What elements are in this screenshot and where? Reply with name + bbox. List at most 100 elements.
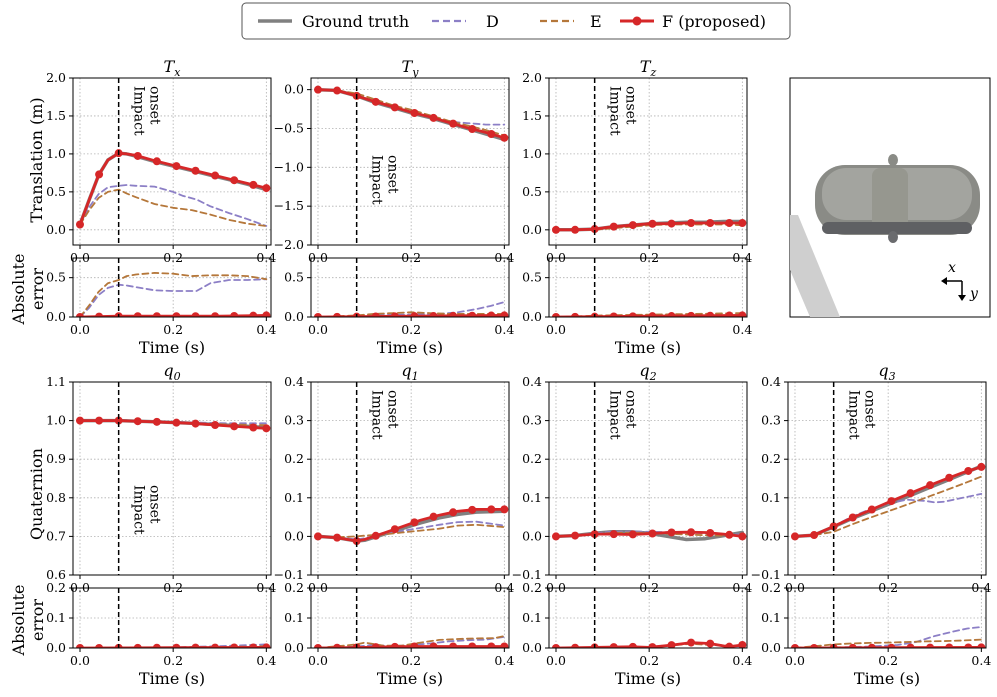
f-marker	[487, 642, 496, 648]
f-marker	[390, 642, 399, 648]
f-marker	[172, 312, 181, 317]
x-tick-label: 0.4	[732, 322, 752, 337]
x-axis-label: Time (s)	[854, 669, 920, 688]
legend: Ground truth D E F (proposed)	[241, 2, 791, 40]
impact-label-line1: Impact	[369, 390, 385, 440]
gridlines	[73, 587, 271, 649]
f-marker	[648, 643, 657, 648]
x-tick-label: 0.2	[163, 322, 183, 337]
x-tick-label: 0.4	[494, 653, 514, 668]
car-render-inset: x y	[789, 77, 991, 318]
impact-label-line1: Impact	[607, 390, 623, 440]
y-tick-label: 0.0	[522, 222, 542, 237]
f-marker	[706, 311, 715, 317]
y-tick-label: 0.0	[46, 222, 66, 237]
axes-frame	[310, 381, 510, 576]
panel-title-subscript: 2	[649, 370, 657, 383]
gridlines	[73, 258, 271, 318]
panel-title: Ty	[402, 57, 420, 79]
y-tick-label: 0.5	[522, 184, 542, 199]
x-axis-label: Time (s)	[377, 338, 443, 357]
series-line-e	[317, 311, 506, 317]
y-tick-label: 1.0	[46, 146, 66, 161]
panel-title: q0	[163, 361, 180, 383]
series-line-f-proposed	[316, 507, 506, 543]
x-tick-label: 0.2	[639, 322, 659, 337]
f-marker	[964, 643, 973, 648]
f-marker	[609, 222, 618, 231]
legend-label-e: E	[590, 12, 602, 31]
panel-q1_err: 0.0 0.1 0.2 0.0 0.2 0.4 Time (s)	[284, 580, 514, 688]
series-line-d	[79, 278, 268, 317]
y-tick-label: 0.1	[761, 490, 781, 505]
x-tick-label: 0.4	[256, 653, 276, 668]
gridlines	[73, 381, 271, 576]
inset-axis-y-label: y	[969, 286, 979, 302]
f-marker	[867, 505, 876, 514]
f-marker	[249, 311, 258, 317]
y-tick-label: 0.0	[46, 309, 66, 324]
f-marker	[609, 643, 618, 648]
series-line-d	[79, 184, 268, 227]
f-marker	[429, 113, 438, 122]
f-marker	[706, 639, 715, 648]
f-marker	[609, 312, 618, 317]
f-marker	[410, 642, 419, 648]
f-marker	[95, 416, 104, 425]
legend-label-ground-truth: Ground truth	[302, 12, 409, 31]
y-tick-label: 1.5	[522, 108, 542, 123]
y-tick-label: 2.0	[46, 70, 66, 85]
f-marker	[313, 532, 322, 541]
impact-label-line2: onset	[385, 390, 401, 429]
f-marker	[262, 184, 271, 193]
f-marker	[333, 643, 342, 648]
y-tick-label: 0.4	[284, 374, 304, 389]
panel-q3_err: 0.0 0.1 0.2 0.0 0.2 0.4 Time (s)	[761, 580, 991, 688]
f-marker	[977, 462, 986, 471]
f-marker	[667, 641, 676, 648]
x-tick-label: 0.4	[256, 322, 276, 337]
x-tick-label: 0.0	[546, 322, 566, 337]
car-body	[815, 154, 980, 243]
series-line-e	[79, 271, 268, 317]
f-marker	[551, 313, 560, 317]
f-marker	[848, 643, 857, 648]
f-marker	[500, 133, 509, 142]
f-marker	[687, 218, 696, 227]
panel-title: Tx	[164, 57, 182, 79]
f-marker	[667, 528, 676, 537]
f-marker	[500, 642, 509, 648]
x-tick-label: 0.0	[70, 653, 90, 668]
f-marker	[333, 533, 342, 542]
gridlines	[788, 587, 986, 649]
y-tick-label: −1.0	[274, 159, 304, 174]
f-marker	[571, 312, 580, 317]
f-marker	[706, 528, 715, 537]
f-marker	[371, 531, 380, 540]
f-marker	[211, 420, 220, 429]
y-tick-label: 0.0	[761, 640, 781, 655]
x-tick-label: 0.2	[639, 653, 659, 668]
f-marker	[725, 642, 734, 648]
x-tick-label: 0.0	[308, 653, 328, 668]
translation-error-ylabel-line2: error	[28, 268, 47, 310]
plot-area	[551, 218, 747, 234]
y-tick-label: 2.0	[522, 70, 542, 85]
f-marker	[133, 312, 142, 317]
f-marker	[945, 473, 954, 482]
panel-q0_err: 0.0 0.1 0.2 0.0 0.2 0.4 Time (s)	[46, 580, 276, 688]
plot-area	[551, 638, 747, 648]
translation-error-ylabel-line1: Absolute	[9, 254, 28, 326]
y-tick-label: 0.2	[761, 580, 781, 595]
x-tick-label: 0.2	[401, 653, 421, 668]
f-marker	[738, 532, 747, 541]
legend-marker-f	[632, 16, 642, 26]
f-marker	[313, 85, 322, 94]
impact-label-line2: onset	[623, 86, 639, 125]
panel-q3: Impact onset−0.10.00.10.20.30.40.0 0.2 0.4q…	[751, 361, 992, 595]
y-tick-label: 0.1	[284, 490, 304, 505]
f-marker	[790, 532, 799, 541]
f-marker	[487, 130, 496, 139]
panel-title: q1	[401, 361, 418, 383]
y-tick-label: 0.2	[522, 451, 542, 466]
